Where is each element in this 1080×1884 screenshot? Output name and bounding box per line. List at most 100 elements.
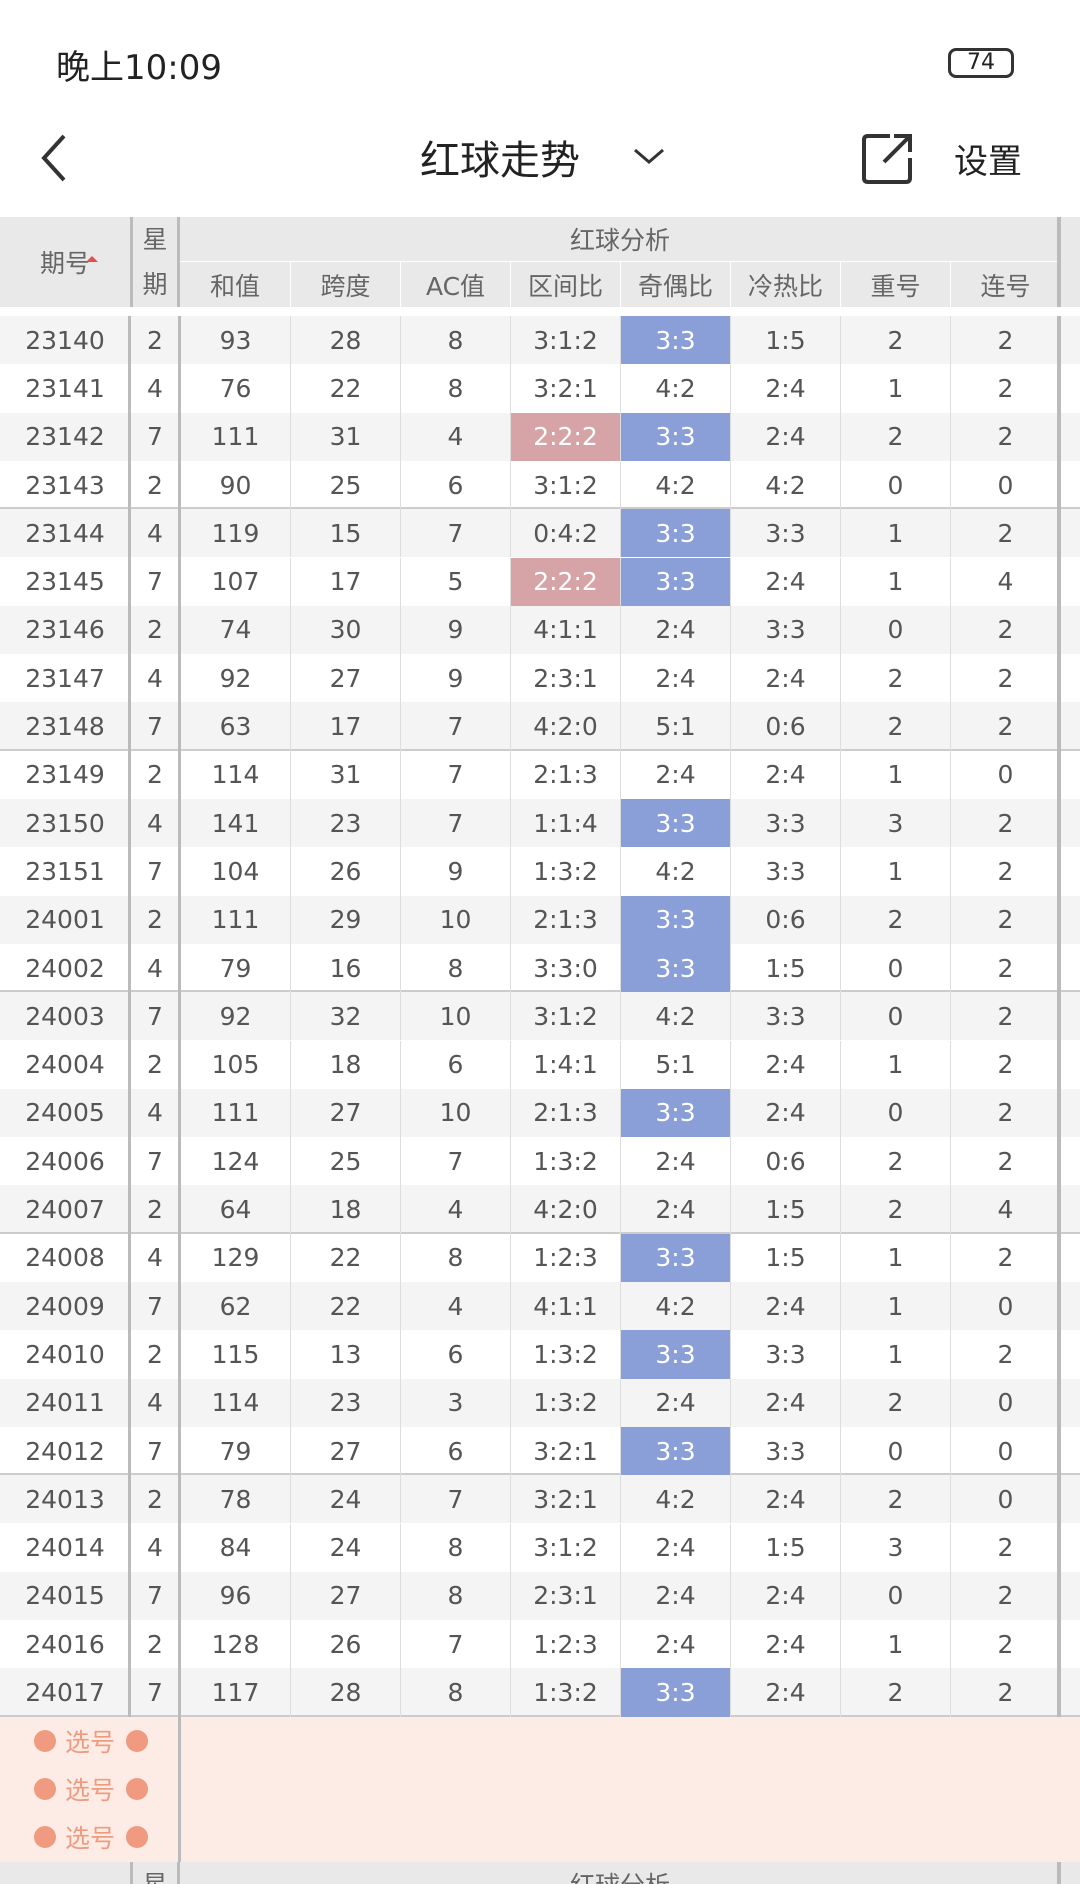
add-icon <box>34 1729 56 1752</box>
table-cell: 0 <box>840 992 950 1041</box>
table-cell: 23146 <box>25 615 105 645</box>
table-cell: 2:1:3 <box>510 895 620 944</box>
table-cell: 107 <box>180 557 290 606</box>
table-cell: 111 <box>180 895 290 944</box>
table-cell: 23147 <box>25 663 105 693</box>
table-cell: 7 <box>147 1436 163 1466</box>
table-cell: 2 <box>950 1668 1060 1717</box>
table-cell: 1:4:1 <box>510 1040 620 1089</box>
table-cell: 4:2 <box>620 460 730 510</box>
table-cell: 8 <box>400 316 510 365</box>
table-cell: 27 <box>290 654 400 703</box>
table-cell: 1 <box>840 847 950 896</box>
header-column: AC值 <box>400 262 510 307</box>
pick-label[interactable]: 选号 <box>64 1824 115 1854</box>
table-cell: 2:4 <box>730 557 840 606</box>
table-cell: 4 <box>147 663 163 693</box>
table-cell: 2 <box>950 1233 1060 1282</box>
table-cell: 9 <box>400 605 510 655</box>
table-cell: 23144 <box>25 518 105 548</box>
header-weekday: 星期 <box>130 217 180 307</box>
table-cell: 23150 <box>25 808 105 838</box>
table-cell: 141 <box>180 799 290 848</box>
table-cell: 111 <box>180 412 290 461</box>
table-cell: 4 <box>147 953 163 983</box>
table-cell: 1:3:2 <box>510 1668 620 1717</box>
table-cell: 24008 <box>25 1243 105 1273</box>
table-cell: 117 <box>180 1668 290 1717</box>
table-cell: 4 <box>147 1533 163 1563</box>
table-cell: 2:4 <box>620 750 730 799</box>
table-cell: 3:3 <box>730 1426 840 1476</box>
header-issue: 期号 <box>0 1861 130 1884</box>
pick-label[interactable]: 选号 <box>64 1727 115 1757</box>
table-cell: 2 <box>840 1378 950 1427</box>
table-cell: 3:3 <box>730 509 840 558</box>
table-cell: 7 <box>147 1001 163 1031</box>
table-cell: 1:3:2 <box>510 1330 620 1379</box>
table-cell: 2 <box>147 615 163 645</box>
remove-icon <box>126 1729 148 1752</box>
table-cell: 18 <box>290 1040 400 1089</box>
table-cell: 9 <box>400 654 510 703</box>
table-cell: 4:2:0 <box>510 1185 620 1234</box>
pick-label[interactable]: 选号 <box>64 1776 115 1806</box>
settings-button[interactable]: 设置 <box>954 142 1022 182</box>
table-cell: 2:4 <box>730 1668 840 1717</box>
table-cell: 1:5 <box>730 1523 840 1572</box>
table-cell: 6 <box>400 1426 510 1476</box>
table-cell: 6 <box>400 460 510 510</box>
table-cell: 24 <box>290 1523 400 1572</box>
table-cell: 7 <box>147 712 163 742</box>
table-cell: 4:2 <box>730 460 840 510</box>
table-cell: 2 <box>840 1137 950 1186</box>
table-cell: 24001 <box>25 905 105 935</box>
table-cell: 2 <box>950 1088 1060 1138</box>
table-cell: 2 <box>950 847 1060 896</box>
table-cell: 3:3 <box>620 1088 730 1138</box>
page-title[interactable]: 红球走势 <box>420 138 580 184</box>
table-cell: 4 <box>400 1282 510 1331</box>
header-column: 区间比 <box>510 262 620 307</box>
table-cell: 3:3 <box>620 799 730 848</box>
table-cell: 27 <box>290 1571 400 1621</box>
table-cell: 64 <box>180 1185 290 1234</box>
dropdown-icon[interactable] <box>632 146 666 166</box>
table-cell: 4:1:1 <box>510 605 620 655</box>
right-border <box>1057 316 1061 1717</box>
table-cell: 2:4 <box>730 1475 840 1524</box>
table-cell: 1:5 <box>730 943 840 993</box>
table-cell: 2:2:2 <box>510 557 620 606</box>
table-cell: 96 <box>180 1571 290 1621</box>
table-cell: 23142 <box>25 422 105 452</box>
table-cell: 8 <box>400 1233 510 1282</box>
header-column: 奇偶比 <box>620 262 730 307</box>
header-group: 红球分析 <box>180 217 1060 262</box>
back-button[interactable] <box>36 130 76 186</box>
table-cell: 2:4 <box>620 605 730 655</box>
table-cell: 22 <box>290 364 400 413</box>
table-cell: 7 <box>400 1620 510 1669</box>
header-column: 连号 <box>950 262 1060 307</box>
table-cell: 2 <box>950 1330 1060 1379</box>
table-cell: 24010 <box>25 1339 105 1369</box>
table-cell: 4 <box>147 373 163 403</box>
table-cell: 124 <box>180 1137 290 1186</box>
table-cell: 28 <box>290 1668 400 1717</box>
table-cell: 1:1:4 <box>510 799 620 848</box>
issue-sort-icon <box>86 250 98 262</box>
table-cell: 2 <box>950 364 1060 413</box>
table-cell: 3:3 <box>620 1668 730 1717</box>
table-cell: 4:2 <box>620 847 730 896</box>
battery: 74 <box>948 48 1014 78</box>
table-cell: 23 <box>290 799 400 848</box>
table-cell: 2 <box>950 509 1060 558</box>
table-cell: 5 <box>400 557 510 606</box>
header-group: 红球分析 <box>180 1861 1060 1884</box>
share-icon[interactable] <box>860 130 916 186</box>
pick-border <box>178 1716 181 1862</box>
table-cell: 10 <box>400 895 510 944</box>
table-cell: 3:3 <box>620 943 730 993</box>
table-cell: 23 <box>290 1378 400 1427</box>
table-cell: 24011 <box>25 1388 105 1418</box>
